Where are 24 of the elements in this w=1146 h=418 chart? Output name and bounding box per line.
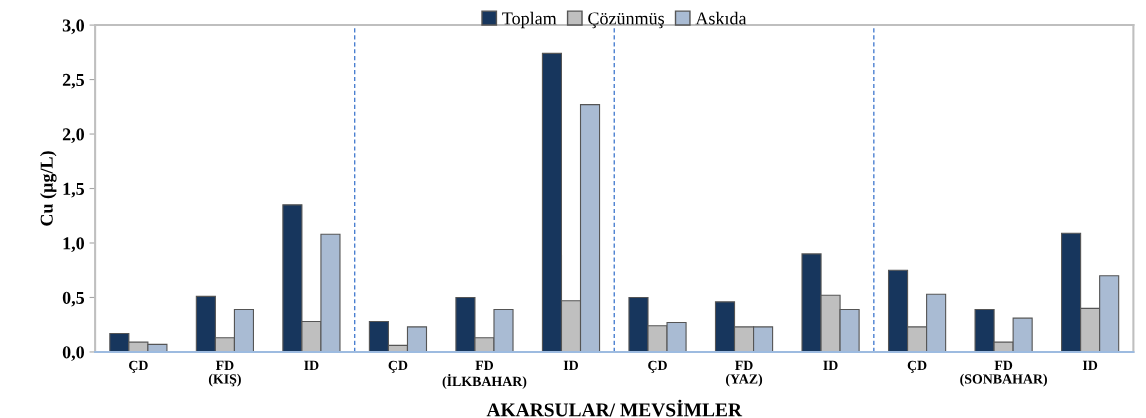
x-tick-label: ÇD (129, 360, 148, 373)
x-tick-label: ID (304, 360, 319, 370)
x-tick-label: FD (İLKBAHAR) (442, 360, 527, 389)
y-tick-label: 2,0 (62, 128, 85, 144)
legend-label: Askıda (695, 11, 747, 25)
x-tick-label: FD (KIŞ) (208, 360, 241, 387)
x-tick-label: ÇD (388, 360, 408, 373)
legend-label: Toplam (502, 11, 557, 29)
x-tick-label: ÇD (907, 360, 927, 373)
y-tick-label: 2,5 (62, 73, 85, 89)
y-axis-title: Cu (µg/L) (40, 151, 57, 226)
y-tick-label: 3,0 (62, 19, 85, 35)
x-tick-label: ID (563, 360, 579, 370)
legend-label: Çözünmüş (588, 12, 665, 29)
x-tick-label: ID (1082, 360, 1098, 370)
x-axis-title: AKARSULAR/ MEVSİMLER (486, 399, 743, 417)
x-tick-label: FD (SONBAHAR) (960, 360, 1047, 387)
y-tick-label: 1,0 (63, 237, 85, 253)
y-tick-label: 0,5 (62, 291, 85, 307)
y-tick-label: 0,0 (62, 346, 85, 362)
x-tick-label: FD (YAZ) (726, 360, 763, 387)
y-tick-label: 1,5 (63, 182, 85, 198)
x-tick-label: ID (823, 360, 838, 370)
x-tick-label: ÇD (648, 360, 667, 373)
